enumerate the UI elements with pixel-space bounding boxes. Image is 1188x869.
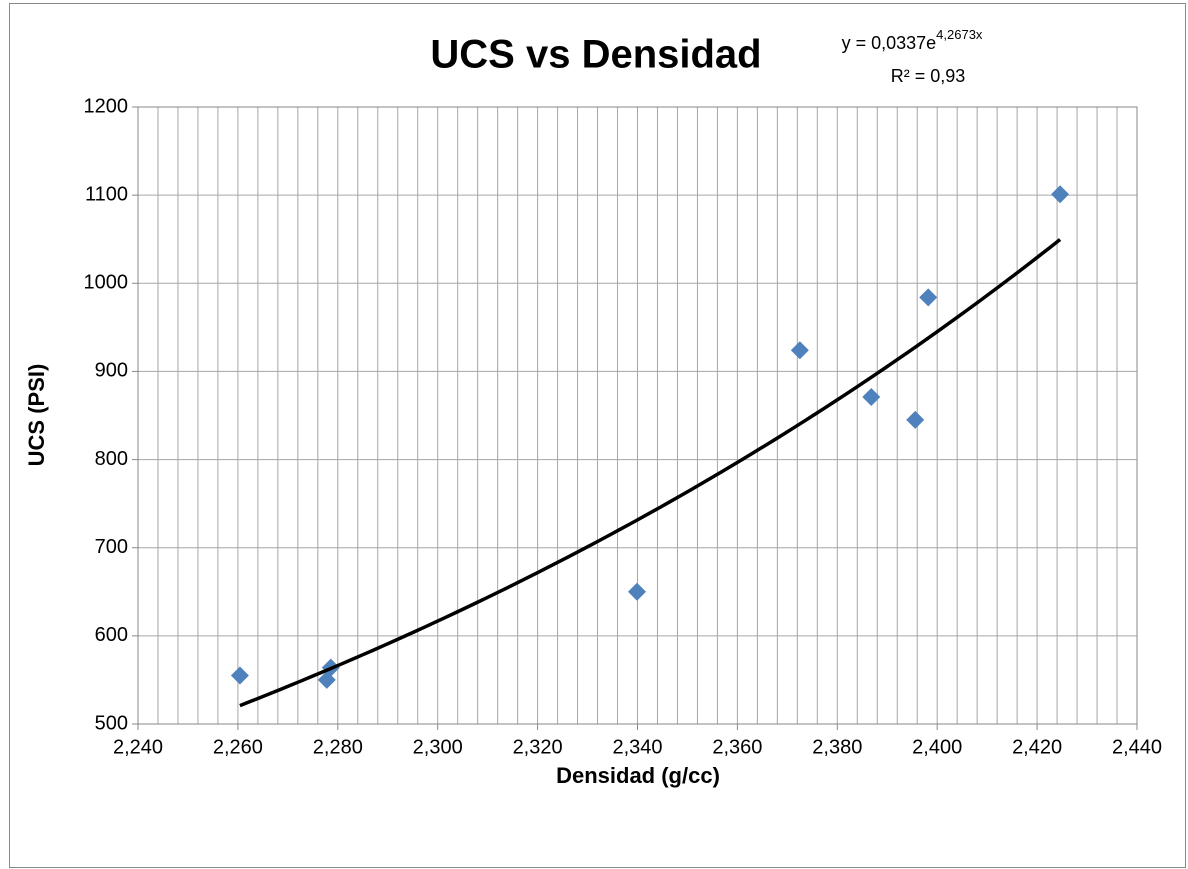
y-tick-label: 900 xyxy=(95,360,128,382)
x-tick-label: 2,380 xyxy=(812,736,862,758)
trend-equation-exponent: 4,2673x xyxy=(936,27,983,42)
x-tick-label: 2,420 xyxy=(1012,736,1062,758)
x-tick-label: 2,340 xyxy=(612,736,662,758)
y-tick-label: 800 xyxy=(95,448,128,470)
y-tick-label: 600 xyxy=(95,624,128,646)
x-tick-label: 2,260 xyxy=(213,736,263,758)
data-point xyxy=(230,666,249,685)
data-point xyxy=(628,582,647,601)
x-tick-label: 2,240 xyxy=(113,736,163,758)
y-tick-label: 1100 xyxy=(85,183,128,205)
y-tick-label: 1000 xyxy=(84,272,129,294)
x-tick-label: 2,320 xyxy=(513,736,563,758)
y-tick-label: 700 xyxy=(95,536,128,558)
x-tick-label: 2,360 xyxy=(712,736,762,758)
chart-title: UCS vs Densidad xyxy=(430,33,761,77)
x-tick-label: 2,440 xyxy=(1112,736,1162,758)
data-point xyxy=(790,341,809,360)
x-tick-label: 2,400 xyxy=(912,736,962,758)
data-point xyxy=(862,387,881,406)
y-tick-label: 500 xyxy=(95,712,128,734)
x-axis-label: Densidad (g/cc) xyxy=(556,763,720,788)
data-point xyxy=(906,410,925,429)
data-point xyxy=(1051,185,1070,204)
trendline xyxy=(239,238,1062,708)
x-tick-label: 2,300 xyxy=(413,736,463,758)
trend-equation: y = 0,0337e4,2673x xyxy=(842,27,983,52)
trend-r2: R² = 0,93 xyxy=(891,66,966,86)
trend-equation-base: y = 0,0337e xyxy=(842,33,937,53)
data-point xyxy=(919,288,938,307)
plot-frame xyxy=(137,106,1138,725)
x-tick-label: 2,280 xyxy=(313,736,363,758)
y-axis-label: UCS (PSI) xyxy=(24,364,49,467)
y-tick-label: 1200 xyxy=(84,95,129,117)
